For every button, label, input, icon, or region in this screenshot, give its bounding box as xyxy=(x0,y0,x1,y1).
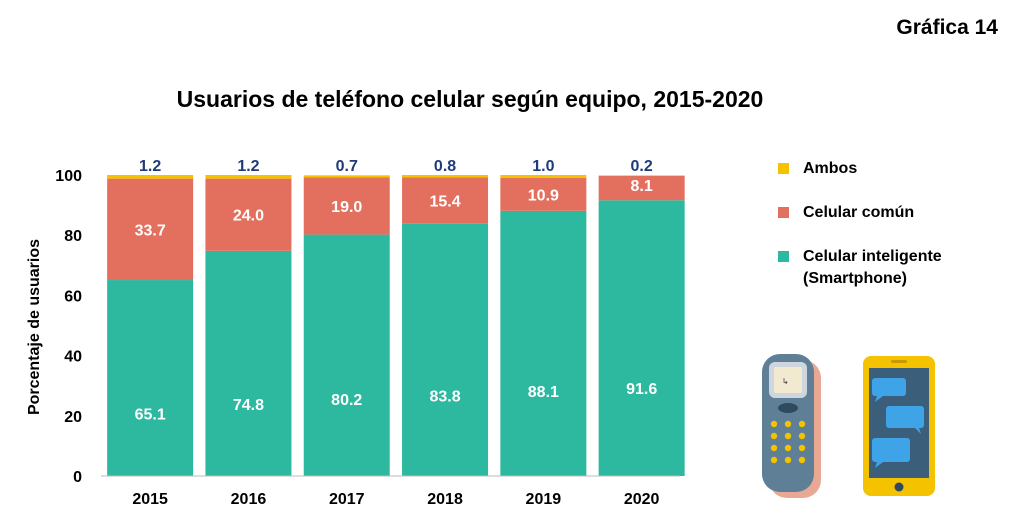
legend-label-ambos: Ambos xyxy=(803,160,858,177)
y-tick-label-100: 100 xyxy=(55,168,82,185)
data-label-celular-inteligente-smartphone-2016: 74.8 xyxy=(233,397,264,414)
y-axis-label: Porcentaje de usuarios xyxy=(26,239,43,415)
stacked-bar-chart: Porcentaje de usuarios 0 20 40 60 80 100 65.1… xyxy=(26,158,685,508)
chart-title: Usuarios de teléfono celular según equip… xyxy=(176,86,764,112)
data-label-celular-inteligente-smartphone-2020: 91.6 xyxy=(626,381,657,398)
data-label-celular-comun-2020: 8.1 xyxy=(631,178,653,195)
svg-text:↳: ↳ xyxy=(782,377,789,386)
y-tick-label-80: 80 xyxy=(64,228,82,245)
bar-ambos-2017 xyxy=(303,175,390,178)
bar-celular-comun-2016 xyxy=(205,178,292,251)
bar-ambos-2018 xyxy=(402,175,489,178)
bar-celular-inteligente-smartphone-2017 xyxy=(303,234,390,476)
x-tick-label-2020: 2020 xyxy=(624,491,660,508)
x-tick-label-2017: 2017 xyxy=(329,491,365,508)
y-tick-label-20: 20 xyxy=(64,409,82,426)
data-label-ambos-2017: 0.7 xyxy=(336,158,358,175)
legend-label-celular-comun: Celular común xyxy=(803,204,915,221)
data-label-celular-comun-2015: 33.7 xyxy=(135,222,166,239)
data-label-ambos-2019: 1.0 xyxy=(532,158,554,175)
legend-label-smartphone-line2: (Smartphone) xyxy=(803,270,907,287)
data-label-celular-inteligente-smartphone-2018: 83.8 xyxy=(429,388,460,405)
x-tick-label-2016: 2016 xyxy=(231,491,267,508)
smartphone-chat-icon xyxy=(863,356,935,496)
x-tick-label-2015: 2015 xyxy=(132,491,168,508)
chart-number-label: Gráfica 14 xyxy=(896,16,998,39)
data-label-celular-inteligente-smartphone-2017: 80.2 xyxy=(331,392,362,409)
legend-label-smartphone-line1: Celular inteligente xyxy=(803,248,942,265)
data-label-celular-comun-2019: 10.9 xyxy=(528,187,559,204)
feature-phone-icon: ↳ xyxy=(762,354,821,498)
data-label-ambos-2015: 1.2 xyxy=(139,158,161,175)
bar-ambos-2016 xyxy=(205,175,292,179)
data-label-celular-inteligente-smartphone-2019: 88.1 xyxy=(528,384,559,401)
y-tick-label-60: 60 xyxy=(64,288,82,305)
legend-item-smartphone: Celular inteligente (Smartphone) xyxy=(778,246,942,290)
phones-illustration: ↳ xyxy=(762,354,935,498)
bar-ambos-2020 xyxy=(598,175,685,176)
legend-swatch-celular-comun xyxy=(778,207,789,218)
bar-ambos-2015 xyxy=(107,175,194,179)
bar-celular-inteligente-smartphone-2016 xyxy=(205,250,292,476)
bar-celular-inteligente-smartphone-2018 xyxy=(402,223,489,476)
data-label-ambos-2016: 1.2 xyxy=(237,158,259,175)
bar-celular-comun-2017 xyxy=(303,177,390,235)
legend-item-ambos: Ambos xyxy=(778,158,942,180)
bar-celular-inteligente-smartphone-2019 xyxy=(500,210,587,476)
legend-swatch-smartphone xyxy=(778,251,789,262)
bar-celular-comun-2020 xyxy=(598,175,685,201)
x-tick-label-2018: 2018 xyxy=(427,491,463,508)
legend-item-celular-comun: Celular común xyxy=(778,202,942,224)
bar-celular-comun-2015 xyxy=(107,178,194,281)
legend: Ambos Celular común Celular inteligente … xyxy=(778,158,942,312)
data-label-celular-comun-2018: 15.4 xyxy=(429,194,460,211)
bar-celular-inteligente-smartphone-2020 xyxy=(598,200,685,476)
data-label-ambos-2020: 0.2 xyxy=(631,158,653,175)
legend-swatch-ambos xyxy=(778,163,789,174)
bar-celular-inteligente-smartphone-2015 xyxy=(107,280,194,476)
y-tick-label-0: 0 xyxy=(73,469,82,486)
y-tick-label-40: 40 xyxy=(64,349,82,366)
data-label-ambos-2018: 0.8 xyxy=(434,158,456,175)
x-tick-label-2019: 2019 xyxy=(526,491,562,508)
data-label-celular-comun-2016: 24.0 xyxy=(233,208,264,225)
bar-ambos-2019 xyxy=(500,175,587,179)
data-label-celular-inteligente-smartphone-2015: 65.1 xyxy=(135,406,166,423)
bar-celular-comun-2019 xyxy=(500,178,587,211)
bar-celular-comun-2018 xyxy=(402,177,489,224)
data-label-celular-comun-2017: 19.0 xyxy=(331,199,362,216)
legend-label-smartphone: Celular inteligente (Smartphone) xyxy=(803,246,942,290)
